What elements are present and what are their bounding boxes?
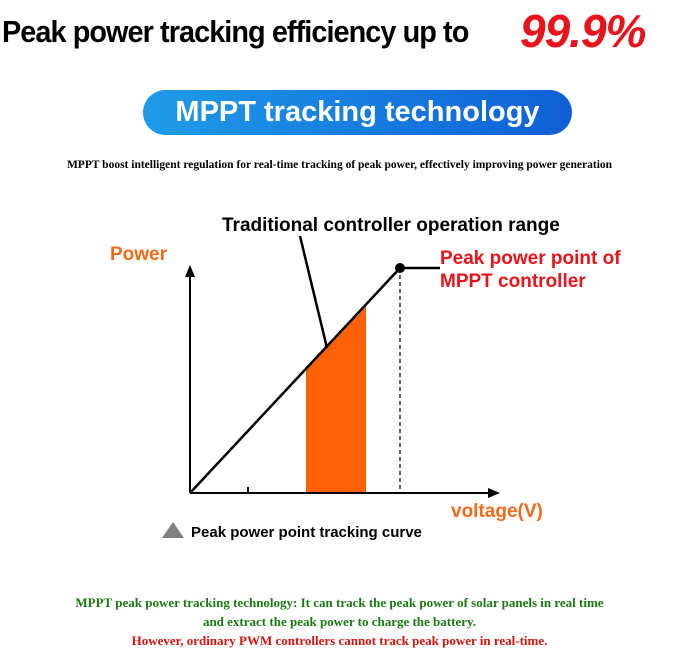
arrow (185, 265, 195, 277)
subtitle: MPPT boost intelligent regulation for re… (66, 159, 613, 171)
title: Peak power tracking efficiency up to (2, 14, 469, 49)
banner: MPPT tracking technology (143, 90, 572, 135)
pointer (298, 235, 329, 349)
peak-point (395, 263, 405, 273)
footer-line: and extract the peak power to charge the… (202, 614, 477, 629)
footer-line: MPPT peak power tracking technology: It … (75, 595, 604, 610)
range-label: Traditional controller operation range (222, 215, 560, 236)
arrow (488, 488, 500, 498)
x-label: voltage(V) (451, 501, 543, 522)
peak-label: Peak power point of (440, 248, 621, 269)
legend-icon (162, 522, 184, 538)
y-label: Power (110, 244, 168, 265)
operation-range (306, 306, 366, 493)
title-highlight: 99.9% (520, 5, 646, 57)
legend: Peak power point tracking curve (191, 524, 422, 541)
footer-line: However, ordinary PWM controllers cannot… (131, 633, 548, 648)
peak-label: MPPT controller (440, 271, 586, 292)
curve (189, 267, 401, 494)
